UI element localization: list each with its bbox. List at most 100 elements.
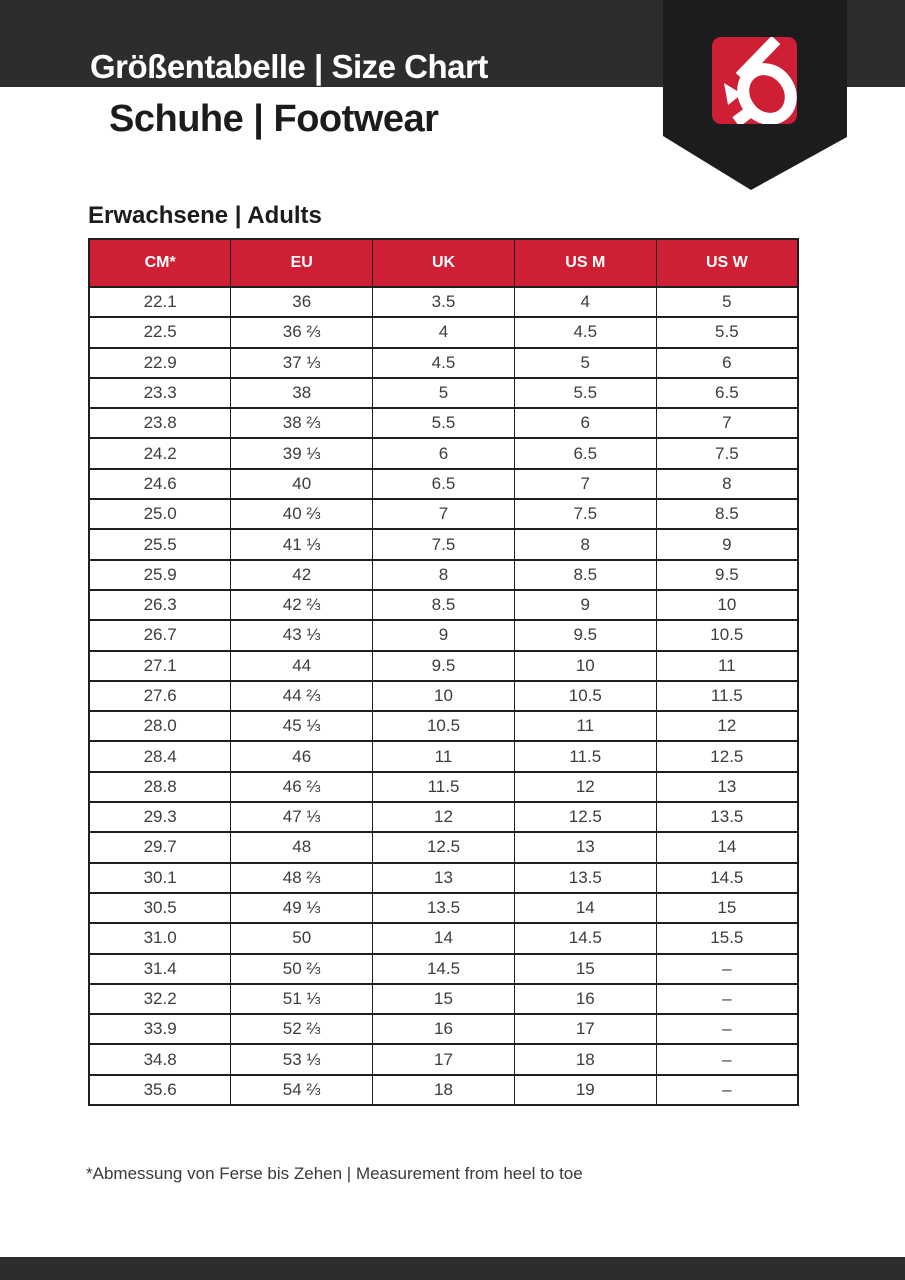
table-cell: 15 (372, 982, 515, 1016)
table-cell: 14 (655, 831, 799, 864)
table-row: 27.6 44 ⅔ 10 10.5 11.5 (88, 679, 799, 713)
table-cell: 7 (655, 407, 799, 440)
size-table-body: 22.1 36 3.5 4 5 22.5 36 ⅔ 4 4.5 5.5 22.9 37 ⅓ 4.5 5 6 2… (88, 285, 799, 1107)
table-cell: 13.5 (513, 861, 657, 894)
table-row: 24.2 39 ⅓ 6 6.5 7.5 (88, 437, 799, 470)
table-cell: 29.7 (88, 831, 232, 864)
table-cell: 13.5 (655, 801, 799, 834)
table-cell: 18 (513, 1043, 657, 1076)
table-cell: 5 (372, 376, 515, 410)
table-cell: – (655, 1013, 799, 1046)
table-cell: 8.5 (372, 588, 515, 622)
table-cell: 37 ⅓ (230, 346, 374, 379)
table-cell: 10.5 (655, 619, 799, 652)
table-cell: 10 (513, 649, 657, 682)
table-row: 26.7 43 ⅓ 9 9.5 10.5 (88, 619, 799, 652)
table-cell: 44 ⅔ (230, 679, 374, 713)
table-cell: 13 (513, 831, 657, 864)
table-cell: 51 ⅓ (230, 982, 374, 1016)
table-cell: – (655, 952, 799, 985)
table-cell: 15.5 (655, 922, 799, 955)
table-cell: 48 (230, 831, 374, 864)
table-cell: 42 ⅔ (230, 588, 374, 622)
table-cell: 14 (513, 891, 657, 925)
table-cell: 48 ⅔ (230, 861, 374, 894)
table-cell: 8 (372, 558, 515, 591)
table-cell: 12.5 (372, 831, 515, 864)
column-header: US W (655, 239, 799, 288)
table-cell: 7 (372, 498, 515, 531)
page-title: Größentabelle | Size Chart (90, 48, 488, 85)
bottom-bar (0, 1257, 905, 1280)
table-cell: 9.5 (513, 619, 657, 652)
table-cell: 6.5 (655, 376, 799, 410)
table-cell: – (655, 982, 799, 1016)
page-subtitle: Schuhe | Footwear (109, 98, 439, 140)
table-cell: 53 ⅓ (230, 1043, 374, 1076)
table-cell: 33.9 (88, 1013, 232, 1046)
table-cell: 9 (372, 619, 515, 652)
column-header: US M (513, 239, 657, 288)
table-row: 35.6 54 ⅔ 18 19– (88, 1073, 799, 1107)
table-row: 31.0 50 14 14.5 15.5 (88, 922, 799, 955)
table-cell: 22.9 (88, 346, 232, 379)
table-cell: 12 (513, 770, 657, 804)
table-cell: 5.5 (513, 376, 657, 410)
table-row: 22.9 37 ⅓ 4.5 5 6 (88, 346, 799, 379)
table-cell: 10.5 (513, 679, 657, 713)
column-header: CM* (88, 239, 232, 288)
table-cell: 9.5 (372, 649, 515, 682)
table-row: 25.0 40 ⅔ 7 7.5 8.5 (88, 498, 799, 531)
table-cell: 16 (513, 982, 657, 1016)
table-cell: 11.5 (513, 740, 657, 773)
table-cell: 43 ⅓ (230, 619, 374, 652)
table-row: 28.0 45 ⅓ 10.5 11 12 (88, 710, 799, 743)
table-cell: 7.5 (655, 437, 799, 470)
table-row: 23.3 38 5 5.5 6.5 (88, 376, 799, 410)
table-cell: 30.1 (88, 861, 232, 894)
table-cell: 17 (513, 1013, 657, 1046)
table-cell: 45 ⅓ (230, 710, 374, 743)
table-cell: 11.5 (372, 770, 515, 804)
column-header: UK (372, 239, 515, 288)
table-row: 28.4 46 11 11.5 12.5 (88, 740, 799, 773)
table-cell: 8.5 (655, 498, 799, 531)
table-cell: 11.5 (655, 679, 799, 713)
table-cell: 49 ⅓ (230, 891, 374, 925)
table-cell: 17 (372, 1043, 515, 1076)
table-cell: 39 ⅓ (230, 437, 374, 470)
table-cell: 11 (513, 710, 657, 743)
table-cell: 18 (372, 1073, 515, 1107)
table-row: 28.8 46 ⅔ 11.5 12 13 (88, 770, 799, 804)
table-cell: 13 (372, 861, 515, 894)
table-cell: 35.6 (88, 1073, 232, 1107)
table-cell: 5 (513, 346, 657, 379)
table-cell: 6.5 (513, 437, 657, 470)
table-cell: 50 (230, 922, 374, 955)
table-cell: 14 (372, 922, 515, 955)
table-cell: 19 (513, 1073, 657, 1107)
table-cell: 22.1 (88, 285, 232, 319)
table-row: 31.4 50 ⅔ 14.5 15– (88, 952, 799, 985)
table-cell: 36 (230, 285, 374, 319)
table-cell: 7.5 (372, 528, 515, 561)
table-row: 26.3 42 ⅔ 8.5 9 10 (88, 588, 799, 622)
table-cell: 23.8 (88, 407, 232, 440)
table-cell: 26.3 (88, 588, 232, 622)
table-cell: 46 ⅔ (230, 770, 374, 804)
table-cell: 28.0 (88, 710, 232, 743)
table-cell: 4 (513, 285, 657, 319)
table-cell: 9 (655, 528, 799, 561)
table-cell: 52 ⅔ (230, 1013, 374, 1046)
size-table-head-row: CM* EU UK US M US W (88, 239, 799, 288)
table-cell: 7 (513, 467, 657, 501)
table-cell: 7.5 (513, 498, 657, 531)
table-row: 27.1 44 9.5 10 11 (88, 649, 799, 682)
table-cell: 12.5 (655, 740, 799, 773)
size-table-head: CM* EU UK US M US W (88, 239, 799, 288)
table-cell: 4.5 (513, 316, 657, 349)
table-cell: 6 (513, 407, 657, 440)
table-cell: 6 (372, 437, 515, 470)
table-cell: 28.8 (88, 770, 232, 804)
five-ten-logo-icon (712, 37, 797, 124)
